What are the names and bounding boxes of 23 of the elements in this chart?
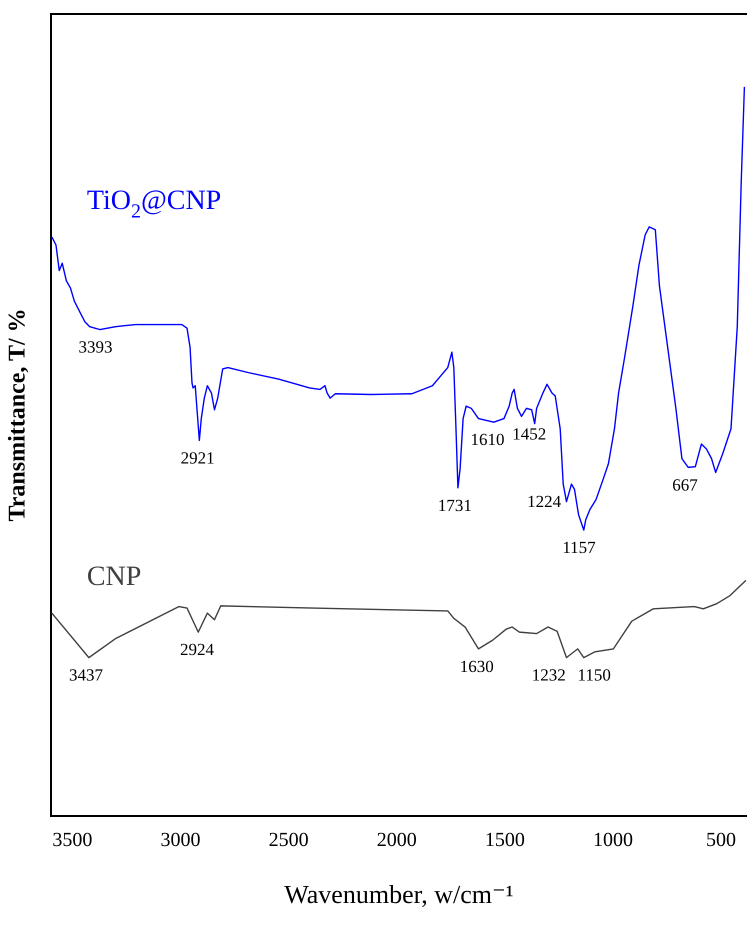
x-tick-label: 1000 [592,829,633,852]
annotation: 1224 [527,492,562,512]
x-tick-label: 2500 [268,829,309,852]
y-axis-title: Transmittance, T/ % [4,308,31,522]
annotation: 1630 [460,656,494,676]
annotation: 1150 [578,666,611,685]
annotation: 2924 [180,640,214,660]
x-tick-label: 500 [706,829,736,852]
x-axis-title: Wavenumber, w/cm⁻¹ [284,880,514,910]
x-tick-label: 1500 [484,829,525,852]
x-tick-label: 2000 [376,829,417,852]
annotation: 1452 [512,424,546,444]
series-label: CNP [86,561,142,592]
annotation: 1610 [470,430,504,450]
annotation: 3393 [78,338,113,357]
annotation: 2921 [180,448,215,468]
annotation: 3437 [69,666,104,685]
annotation: 667 [672,475,698,494]
annotation: 1232 [532,666,566,685]
x-tick-label: 3000 [160,829,201,852]
annotation: 1157 [562,538,596,558]
annotation: 1731 [438,496,472,515]
x-tick-label: 3500 [52,829,92,852]
